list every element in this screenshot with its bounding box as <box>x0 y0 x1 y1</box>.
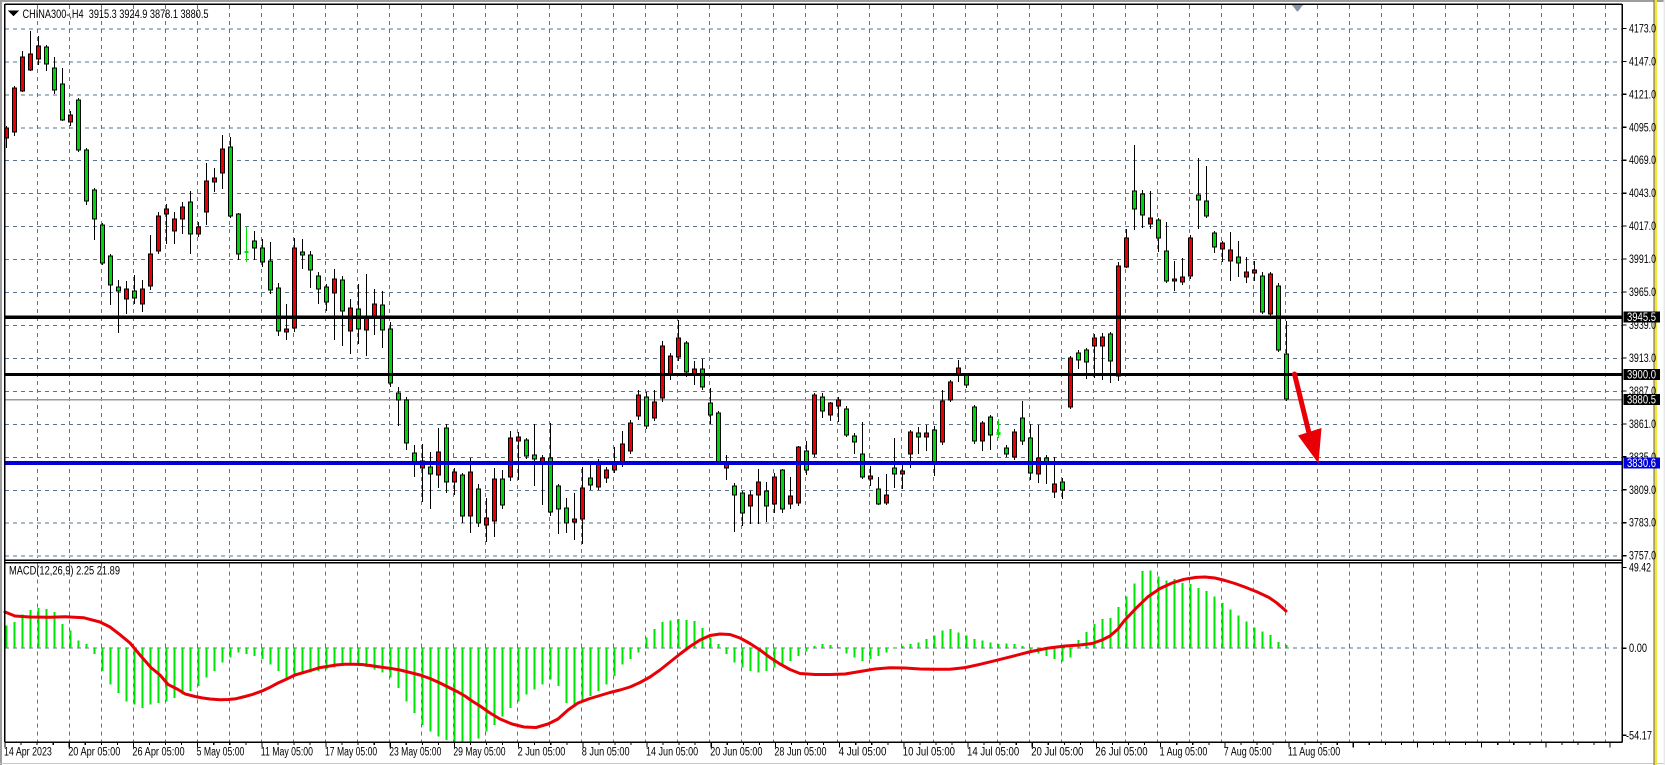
svg-text:20 Jul 05:00: 20 Jul 05:00 <box>1031 747 1083 759</box>
svg-text:14 Apr 2023: 14 Apr 2023 <box>4 747 52 759</box>
svg-text:4095.0: 4095.0 <box>1629 122 1656 134</box>
svg-text:4069.0: 4069.0 <box>1629 155 1656 167</box>
svg-text:3861.0: 3861.0 <box>1629 419 1656 431</box>
svg-text:26 Apr 05:00: 26 Apr 05:00 <box>132 747 184 759</box>
svg-text:4147.0: 4147.0 <box>1629 56 1656 68</box>
svg-text:CHINA300-,H4 3915.3 3924.9 38: CHINA300-,H4 3915.3 3924.9 3878.1 3880.5 <box>23 7 209 21</box>
svg-text:49.42: 49.42 <box>1629 563 1651 575</box>
svg-text:28 Jun 05:00: 28 Jun 05:00 <box>774 747 826 759</box>
svg-text:3939.0: 3939.0 <box>1629 320 1656 332</box>
svg-text:11 Aug 05:00: 11 Aug 05:00 <box>1288 747 1340 759</box>
svg-text:10 Jul 05:00: 10 Jul 05:00 <box>903 747 955 759</box>
svg-text:4 Jul 05:00: 4 Jul 05:00 <box>839 747 887 759</box>
svg-text:3945.5: 3945.5 <box>1627 312 1656 324</box>
svg-text:4043.0: 4043.0 <box>1629 188 1656 200</box>
svg-text:3757.0: 3757.0 <box>1629 551 1656 563</box>
svg-text:3991.0: 3991.0 <box>1629 254 1656 266</box>
svg-text:2 Jun 05:00: 2 Jun 05:00 <box>518 747 566 759</box>
svg-text:4121.0: 4121.0 <box>1629 89 1656 101</box>
svg-text:20 Apr 05:00: 20 Apr 05:00 <box>68 747 120 759</box>
svg-text:1 Aug 05:00: 1 Aug 05:00 <box>1160 747 1208 759</box>
svg-text:0.00: 0.00 <box>1629 643 1647 655</box>
svg-text:4017.0: 4017.0 <box>1629 221 1656 233</box>
svg-text:5 May 05:00: 5 May 05:00 <box>197 747 245 759</box>
svg-text:-54.17: -54.17 <box>1626 730 1652 742</box>
svg-text:3880.5: 3880.5 <box>1627 395 1656 407</box>
svg-text:3783.0: 3783.0 <box>1629 518 1656 530</box>
svg-text:8 Jun 05:00: 8 Jun 05:00 <box>582 747 630 759</box>
svg-text:7 Aug 05:00: 7 Aug 05:00 <box>1224 747 1272 759</box>
svg-text:4173.0: 4173.0 <box>1629 23 1656 35</box>
svg-text:20 Jun 05:00: 20 Jun 05:00 <box>710 747 762 759</box>
svg-text:3965.0: 3965.0 <box>1629 287 1656 299</box>
svg-text:14 Jul 05:00: 14 Jul 05:00 <box>967 747 1019 759</box>
svg-text:14 Jun 05:00: 14 Jun 05:00 <box>646 747 698 759</box>
svg-text:3830.6: 3830.6 <box>1627 458 1656 470</box>
svg-text:17 May 05:00: 17 May 05:00 <box>325 747 377 759</box>
svg-text:26 Jul 05:00: 26 Jul 05:00 <box>1095 747 1147 759</box>
svg-text:MACD(12,26,9) 2.25 21.89: MACD(12,26,9) 2.25 21.89 <box>9 566 120 578</box>
svg-text:11 May 05:00: 11 May 05:00 <box>261 747 313 759</box>
svg-text:23 May 05:00: 23 May 05:00 <box>389 747 441 759</box>
svg-text:3900.0: 3900.0 <box>1627 369 1656 381</box>
svg-text:3809.0: 3809.0 <box>1629 485 1656 497</box>
svg-text:29 May 05:00: 29 May 05:00 <box>453 747 505 759</box>
svg-text:3913.0: 3913.0 <box>1629 353 1656 365</box>
